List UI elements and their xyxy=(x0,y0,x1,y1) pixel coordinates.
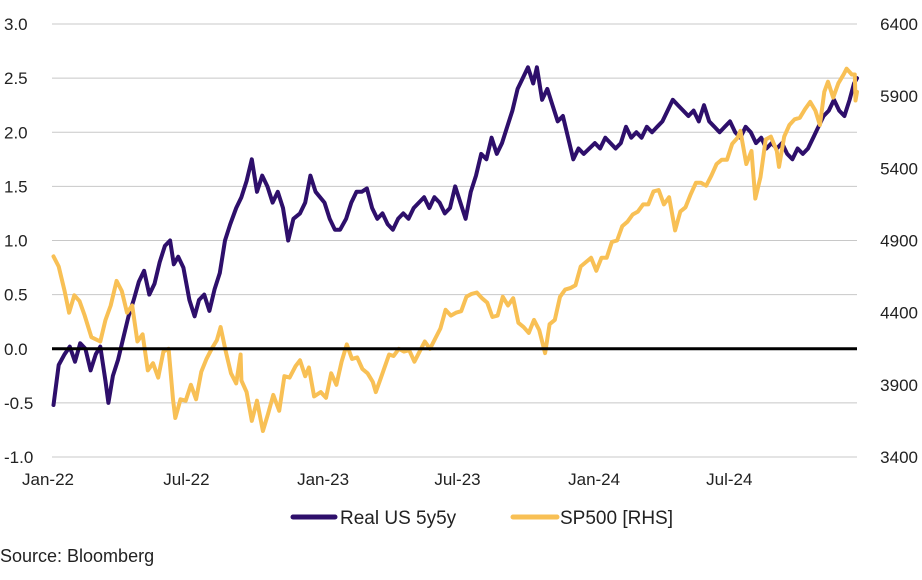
series-layer xyxy=(51,65,859,433)
x-tick-label: Jul-23 xyxy=(434,470,480,489)
left-tick-label: 1.0 xyxy=(4,232,28,251)
right-tick-label: 5900 xyxy=(880,87,918,106)
x-tick-label: Jan-23 xyxy=(297,470,349,489)
x-tick-label: Jan-22 xyxy=(22,470,74,489)
x-tick-label: Jul-24 xyxy=(706,470,752,489)
legend: Real US 5y5y SP500 [RHS] xyxy=(290,508,673,529)
left-axis-ticks: -1.0 -0.5 0.0 0.5 1.0 1.5 2.0 2.5 3.0 xyxy=(4,15,33,467)
legend-label: Real US 5y5y xyxy=(340,508,457,529)
source-note: Source: Bloomberg xyxy=(0,546,155,566)
series-line-sp500 xyxy=(51,66,859,433)
right-axis-ticks: 3400 3900 4400 4900 5400 5900 6400 xyxy=(880,15,918,467)
right-tick-label: 3400 xyxy=(880,448,918,467)
left-tick-label: 0.0 xyxy=(4,340,28,359)
x-axis-ticks: Jan-22 Jul-22 Jan-23 Jul-23 Jan-24 Jul-24 xyxy=(22,470,752,489)
right-tick-label: 5400 xyxy=(880,159,918,178)
left-tick-label: 2.0 xyxy=(4,123,28,142)
right-tick-label: 6400 xyxy=(880,15,918,34)
right-tick-label: 4400 xyxy=(880,304,918,323)
left-tick-label: 3.0 xyxy=(4,15,28,34)
series-line-real-us-5y5y xyxy=(51,65,859,407)
left-tick-label: -1.0 xyxy=(4,448,33,467)
legend-label: SP500 [RHS] xyxy=(560,508,673,529)
x-tick-label: Jul-22 xyxy=(163,470,209,489)
right-tick-label: 4900 xyxy=(880,232,918,251)
x-tick-label: Jan-24 xyxy=(568,470,620,489)
left-tick-label: 1.5 xyxy=(4,177,28,196)
left-tick-label: -0.5 xyxy=(4,394,33,413)
left-tick-label: 0.5 xyxy=(4,286,28,305)
right-tick-label: 3900 xyxy=(880,376,918,395)
left-tick-label: 2.5 xyxy=(4,69,28,88)
